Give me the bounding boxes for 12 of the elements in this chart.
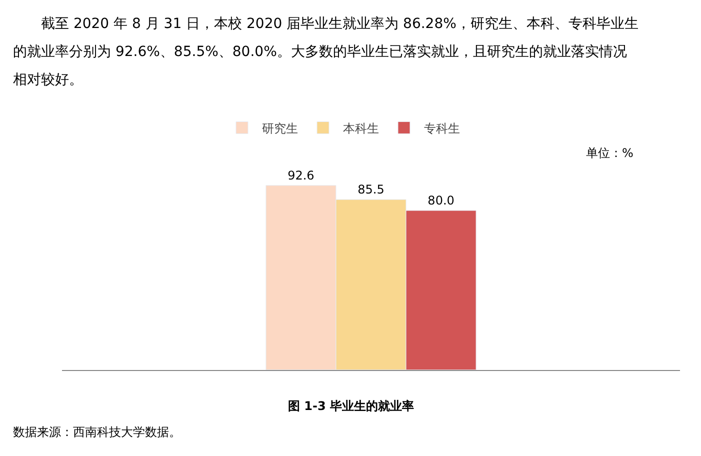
text: 的就业率分别为 92.6%、85.5%、80.0%。大多数的毕业生已落实就业，且研究生的就业落实情况 [13, 44, 627, 60]
data-label: 85.5 [358, 182, 384, 197]
legend-label: 本科生 [342, 121, 379, 136]
legend-label: 研究生 [262, 121, 298, 136]
text: 截至 2020 年 8 月 31 日，本校 2020 届毕业生就业率为 86.28%，研究生、本科、专科毕业生 [41, 16, 638, 32]
text: 单位：% [586, 146, 634, 160]
data-label: 92.6 [288, 168, 314, 182]
text: 相对较好。 [13, 72, 83, 88]
data-label: 80.0 [428, 194, 454, 208]
text: 图 1-3 毕业生的就业率 [288, 399, 414, 413]
legend-label: 专科生 [424, 121, 460, 136]
source-note: 数据来源：西南科技大学数据。 [13, 425, 181, 439]
